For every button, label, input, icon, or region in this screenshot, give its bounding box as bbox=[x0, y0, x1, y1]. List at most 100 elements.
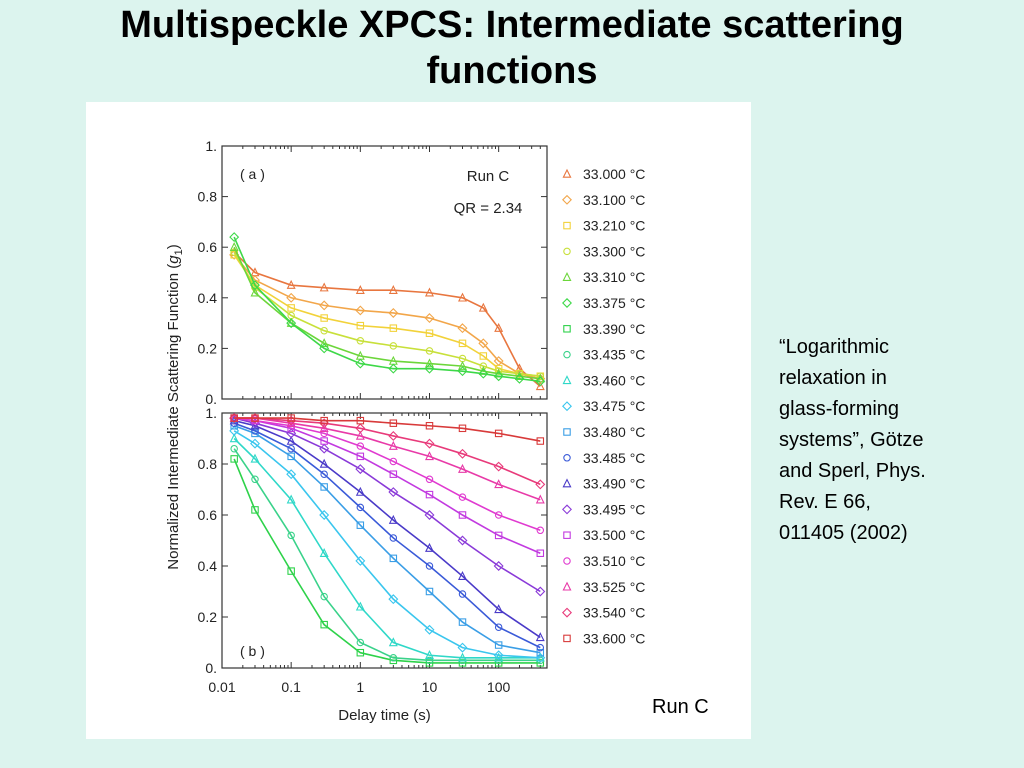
data-point bbox=[425, 329, 434, 337]
data-point bbox=[388, 637, 398, 647]
series-line bbox=[233, 419, 541, 639]
data-point bbox=[356, 648, 365, 657]
data-point bbox=[388, 284, 398, 294]
series-line bbox=[233, 417, 541, 593]
data-point bbox=[320, 314, 328, 322]
x-tick-label: 0.1 bbox=[281, 679, 301, 695]
data-point bbox=[287, 444, 295, 453]
citation-line: relaxation in bbox=[779, 367, 887, 389]
x-tick-label: 100 bbox=[487, 679, 511, 695]
data-point bbox=[425, 656, 434, 665]
panel-annotation: QR = 2.34 bbox=[454, 200, 523, 217]
data-point bbox=[536, 437, 545, 445]
legend-marker bbox=[563, 531, 571, 539]
series-line bbox=[234, 417, 541, 486]
data-point bbox=[458, 339, 467, 348]
data-point bbox=[536, 643, 545, 652]
data-point bbox=[250, 287, 260, 297]
legend-marker bbox=[563, 428, 571, 436]
plot-frame bbox=[221, 145, 548, 400]
data-point bbox=[388, 487, 399, 498]
data-point bbox=[286, 435, 296, 445]
citation-line: and Sperl, Phys. bbox=[779, 460, 926, 482]
data-point bbox=[250, 438, 260, 449]
data-point bbox=[355, 358, 366, 369]
legend-label: 33.540 °C bbox=[583, 605, 645, 621]
legend-marker bbox=[562, 607, 572, 618]
legend-marker bbox=[563, 325, 571, 333]
legend-item: 33.460 °C bbox=[562, 372, 645, 388]
data-point bbox=[457, 448, 468, 459]
x-tick-label: 10 bbox=[422, 679, 438, 695]
data-point bbox=[319, 443, 330, 454]
legend-label: 33.375 °C bbox=[583, 295, 645, 311]
citation-line: “Logarithmic bbox=[779, 336, 890, 358]
series-line bbox=[233, 246, 541, 380]
data-point bbox=[494, 604, 504, 614]
data-point bbox=[251, 506, 259, 514]
y-tick-label: 0.4 bbox=[198, 558, 218, 574]
data-point bbox=[458, 424, 467, 433]
y-tick-label: 0.6 bbox=[198, 507, 218, 523]
legend-item: 33.480 °C bbox=[563, 424, 645, 440]
data-point bbox=[286, 317, 296, 327]
y-tick-label: 0.8 bbox=[198, 189, 218, 205]
series-line bbox=[233, 424, 541, 654]
data-point bbox=[320, 326, 328, 335]
data-point bbox=[250, 280, 260, 291]
data-point bbox=[320, 470, 328, 478]
legend-item: 33.500 °C bbox=[563, 527, 645, 543]
data-point bbox=[388, 440, 398, 450]
legend-item: 33.490 °C bbox=[562, 476, 645, 492]
data-point bbox=[388, 308, 399, 318]
data-point bbox=[320, 483, 328, 491]
data-point bbox=[356, 503, 365, 512]
legend-item: 33.495 °C bbox=[562, 501, 645, 517]
data-point bbox=[493, 461, 504, 472]
data-point bbox=[478, 302, 488, 312]
citation-line: 011405 (2002) bbox=[779, 522, 908, 544]
data-point bbox=[287, 452, 295, 461]
data-point bbox=[536, 549, 545, 557]
legend-label: 33.390 °C bbox=[583, 321, 645, 337]
legend-marker bbox=[562, 401, 572, 412]
data-point bbox=[457, 535, 468, 546]
legend-marker bbox=[562, 504, 572, 515]
slide-title-line2: functions bbox=[426, 50, 598, 92]
y-tick-label: 0.4 bbox=[198, 290, 218, 306]
data-point bbox=[355, 284, 365, 294]
legend-label: 33.300 °C bbox=[583, 243, 645, 259]
chart-panel-a: 0. 0.2 0.4 0.6 0.8 1. ( a ) Run C QR = 2.34 bbox=[198, 138, 548, 407]
data-point bbox=[286, 292, 297, 303]
legend-label: 33.310 °C bbox=[583, 269, 645, 285]
legend-label: 33.525 °C bbox=[583, 579, 645, 595]
data-point bbox=[458, 493, 467, 501]
slide-title-line1: Multispeckle XPCS: Intermediate scatteri… bbox=[120, 4, 904, 46]
data-point bbox=[424, 313, 435, 324]
data-point bbox=[320, 429, 328, 438]
legend-label: 33.485 °C bbox=[583, 450, 645, 466]
data-point bbox=[425, 650, 434, 660]
data-point bbox=[458, 590, 467, 598]
series-line bbox=[233, 254, 541, 378]
y-axis-label-subscript: 1 bbox=[173, 249, 185, 255]
legend-item: 33.210 °C bbox=[563, 218, 645, 234]
legend-label: 33.210 °C bbox=[583, 218, 645, 234]
series bbox=[230, 455, 545, 667]
y-tick-label: 1. bbox=[205, 138, 217, 154]
series bbox=[230, 419, 545, 652]
data-point bbox=[494, 479, 504, 489]
data-point bbox=[425, 451, 434, 461]
data-point bbox=[389, 342, 398, 350]
series bbox=[230, 414, 545, 557]
y-axis-label-end: ) bbox=[165, 244, 182, 249]
data-point bbox=[356, 416, 365, 425]
legend-label: 33.495 °C bbox=[583, 501, 645, 517]
data-point bbox=[424, 624, 435, 635]
legend-marker bbox=[562, 375, 572, 385]
data-point bbox=[514, 373, 525, 384]
citation-line: glass-forming bbox=[779, 398, 900, 420]
data-point bbox=[493, 650, 504, 661]
data-point bbox=[319, 338, 329, 348]
legend-marker bbox=[562, 478, 572, 488]
